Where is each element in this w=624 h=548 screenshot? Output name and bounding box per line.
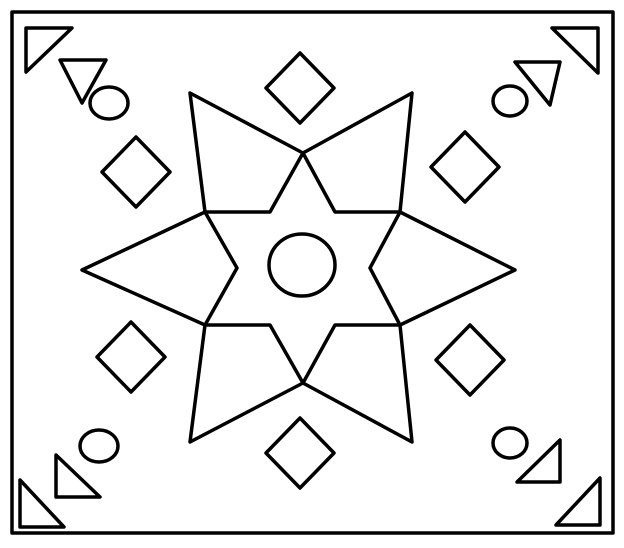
diamond bbox=[429, 130, 501, 204]
diamond bbox=[95, 320, 167, 394]
corner-triangle bbox=[550, 26, 600, 75]
corner-triangle bbox=[58, 58, 108, 105]
border bbox=[10, 10, 615, 535]
corner-triangle bbox=[513, 60, 562, 107]
corner-triangle bbox=[24, 26, 74, 74]
small-circle bbox=[88, 85, 130, 121]
corner-triangle bbox=[554, 476, 602, 527]
diamond bbox=[100, 135, 172, 209]
diamond bbox=[264, 416, 336, 490]
corner-triangle bbox=[54, 453, 102, 499]
center-circle bbox=[267, 232, 337, 298]
small-circle bbox=[78, 428, 120, 464]
diamond bbox=[264, 51, 336, 125]
corner-triangle bbox=[18, 478, 66, 529]
diamond bbox=[434, 323, 506, 397]
corner-triangle bbox=[515, 438, 562, 484]
small-circle bbox=[491, 84, 529, 118]
small-circle bbox=[491, 426, 529, 460]
star-inner bbox=[203, 151, 402, 385]
